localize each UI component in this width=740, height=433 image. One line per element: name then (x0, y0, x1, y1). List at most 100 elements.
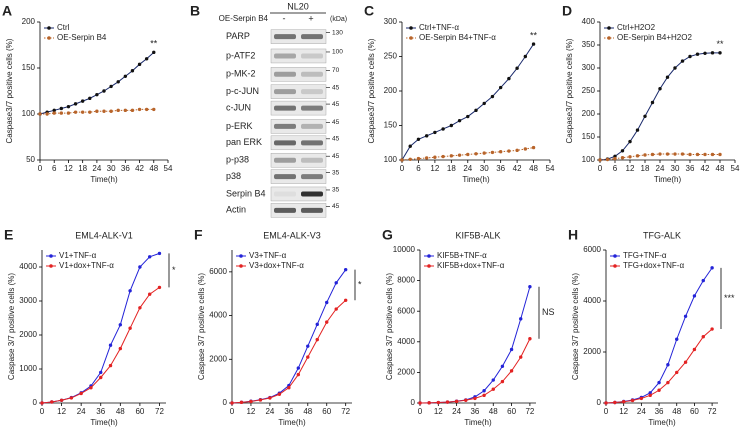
x-tick-label: 12 (619, 407, 628, 416)
annotation: * (358, 279, 362, 289)
data-point (343, 267, 348, 272)
protein-label: pan ERK (226, 137, 262, 147)
x-tick-label: 60 (322, 407, 331, 416)
data-point (648, 391, 652, 395)
data-point (45, 112, 49, 116)
data-point (628, 155, 632, 159)
y-tick-label: 0 (411, 398, 416, 407)
blot-band (274, 157, 296, 163)
data-point (239, 400, 244, 405)
protein-label: PARP (226, 31, 250, 41)
data-point (605, 157, 610, 162)
x-tick-label: 12 (57, 407, 66, 416)
x-tick-label: 36 (470, 407, 479, 416)
series-line (419, 286, 531, 404)
legend-label: V3+dox+TNF-α (249, 261, 304, 270)
data-point (418, 401, 422, 405)
data-point (635, 128, 640, 132)
blot-strip (270, 152, 327, 168)
series-line (401, 43, 534, 161)
data-point (466, 114, 470, 119)
x-tick-label: 36 (121, 164, 130, 173)
x-tick-label: 48 (672, 407, 681, 416)
data-point (613, 156, 617, 161)
data-point (500, 364, 505, 368)
blot-strip (270, 48, 327, 64)
x-tick-label: 48 (116, 407, 125, 416)
y-tick-label: 2000 (397, 368, 415, 377)
y-tick-label: 0 (223, 398, 228, 407)
lane-label: - (283, 13, 286, 23)
y-tick-label: 50 (26, 155, 35, 164)
x-tick-label: 42 (513, 164, 522, 173)
y-axis-label: Caspase 3/7 positive cells (%) (197, 273, 206, 380)
data-point (657, 388, 661, 392)
data-point (464, 398, 468, 402)
x-tick-label: 36 (284, 407, 293, 416)
x-tick-label: 54 (546, 164, 555, 173)
x-tick-label: 0 (230, 407, 235, 416)
y-axis-label: Caspase 3/7 positive cells (%) (385, 273, 394, 380)
blot-band (301, 140, 323, 146)
data-point (306, 344, 310, 348)
data-point (109, 109, 113, 113)
blot-band (301, 174, 323, 180)
y-tick-label: 200 (582, 109, 596, 118)
x-tick-label: 42 (701, 164, 710, 173)
data-point (445, 400, 450, 404)
data-point (688, 54, 692, 59)
blot-band (301, 71, 323, 77)
legend-marker (613, 254, 617, 258)
blot-band (301, 89, 323, 95)
data-point (88, 110, 92, 114)
panel-letter: B (190, 3, 200, 19)
data-point (519, 355, 523, 359)
data-point (666, 380, 670, 385)
data-point (306, 355, 310, 359)
data-point (116, 80, 120, 84)
data-point (703, 51, 707, 55)
blot-band (274, 105, 296, 111)
y-tick-label: 2000 (583, 347, 601, 356)
y-tick-label: 1000 (19, 364, 37, 373)
legend-marker (613, 264, 617, 268)
protein-label: p-ATF2 (226, 50, 255, 60)
panel-letter: A (2, 3, 12, 19)
data-point (650, 100, 655, 105)
data-point (249, 399, 253, 404)
x-tick-label: 18 (641, 164, 650, 173)
data-point (692, 294, 697, 298)
x-tick-label: 60 (690, 407, 699, 416)
data-point (710, 152, 715, 157)
data-point (296, 366, 301, 370)
x-tick-label: 18 (447, 164, 456, 173)
data-point (657, 380, 661, 385)
marker-label: 130 (332, 29, 343, 36)
data-point (680, 59, 685, 63)
x-tick-label: 42 (135, 164, 144, 173)
blot-strip (270, 135, 327, 151)
data-point (528, 285, 532, 289)
data-point (73, 110, 78, 114)
blot-band (301, 123, 323, 129)
treatment-label: OE-Serpin B4 (219, 14, 269, 23)
x-tick-label: 72 (341, 407, 350, 416)
data-point (710, 51, 715, 55)
data-point (643, 153, 647, 157)
x-tick-label: 0 (38, 164, 43, 173)
x-tick-label: 24 (656, 164, 665, 173)
x-axis-label: Time(h) (462, 175, 490, 184)
y-tick-label: 8000 (397, 276, 415, 285)
data-point (80, 110, 85, 114)
data-point (457, 118, 462, 123)
data-point (118, 346, 123, 351)
legend-marker (409, 36, 413, 40)
x-tick-label: 72 (708, 407, 717, 416)
data-point (334, 281, 338, 285)
marker-label: 45 (332, 119, 340, 126)
data-point (138, 306, 142, 310)
data-point (658, 152, 662, 156)
data-point (66, 111, 71, 115)
data-point (613, 400, 617, 405)
blot-band (301, 53, 323, 59)
